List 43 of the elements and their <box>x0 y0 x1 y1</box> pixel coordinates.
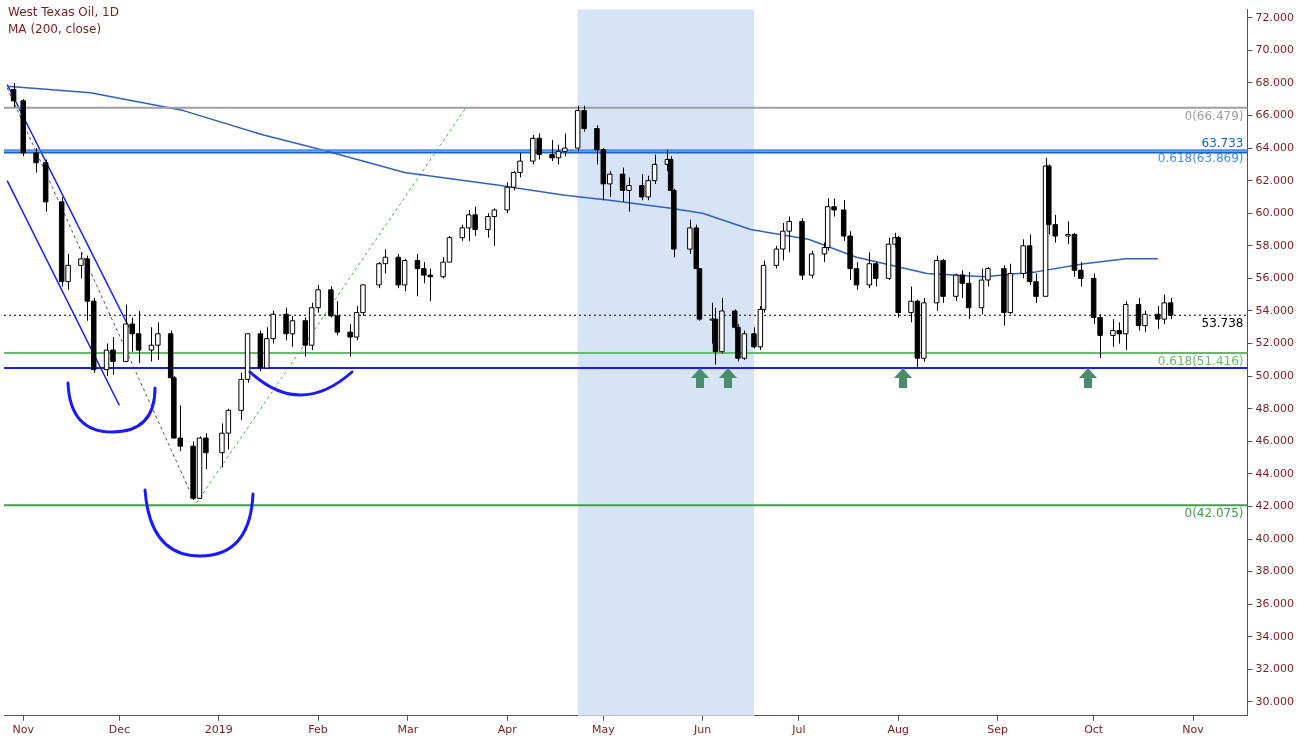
y-tick-label: 30.000 <box>1255 694 1295 708</box>
y-tick-label: 56.000 <box>1255 271 1295 285</box>
y-tick-label: 72.000 <box>1255 10 1295 24</box>
x-tick-label: Nov <box>1182 723 1205 737</box>
x-tick-label: Oct <box>1084 723 1104 737</box>
x-tick-label: Mar <box>397 723 419 737</box>
y-tick-label: 48.000 <box>1255 401 1295 415</box>
ref-line-label: 0(66.479) <box>1184 108 1244 123</box>
x-tick-label: May <box>591 723 616 737</box>
x-tick-label: Jun <box>693 723 712 737</box>
x-tick-label: Apr <box>497 723 518 737</box>
ref-line-label: 0.618(51.416) <box>1157 354 1244 369</box>
y-tick-label: 52.000 <box>1255 336 1295 350</box>
text: MA (200, close) <box>8 21 103 38</box>
x-tick-label: Sep <box>987 723 1008 737</box>
y-tick-label: 40.000 <box>1255 531 1295 545</box>
y-tick-label: 58.000 <box>1255 238 1295 252</box>
y-tick-label: 50.000 <box>1255 369 1295 382</box>
y-tick-label: 34.000 <box>1255 629 1295 643</box>
y-tick-label: 66.000 <box>1255 108 1295 122</box>
y-tick-label: 38.000 <box>1255 564 1295 578</box>
y-tick-label: 32.000 <box>1255 662 1295 676</box>
y-tick-label: 64.000 <box>1255 140 1295 154</box>
x-tick-label: Nov <box>12 723 35 737</box>
ref-line-label: 63.733 <box>1201 135 1244 150</box>
y-tick-label: 70.000 <box>1255 43 1295 57</box>
y-tick-label: 62.000 <box>1255 173 1295 187</box>
y-tick-label: 36.000 <box>1255 597 1295 611</box>
y-tick-label: 68.000 <box>1255 75 1295 89</box>
x-tick-label: Feb <box>308 723 328 737</box>
x-tick-label: 2019 <box>204 723 233 737</box>
y-tick-label: 54.000 <box>1255 303 1295 317</box>
ref-line-label: 0(42.075) <box>1184 506 1244 521</box>
x-tick-label: Jul <box>791 723 806 737</box>
ref-line-label: 0.618(63.869) <box>1157 151 1244 166</box>
y-tick-label: 42.000 <box>1255 499 1295 513</box>
y-tick-label: 60.000 <box>1255 206 1295 220</box>
chart-title: West Texas Oil, 1D <box>8 4 119 21</box>
x-tick-label: Aug <box>887 723 909 737</box>
ref-line-label: 53.738 <box>1201 316 1244 331</box>
y-tick-label: 46.000 <box>1255 434 1295 448</box>
x-tick-label: Dec <box>108 723 131 737</box>
y-tick-label: 44.000 <box>1255 466 1295 480</box>
